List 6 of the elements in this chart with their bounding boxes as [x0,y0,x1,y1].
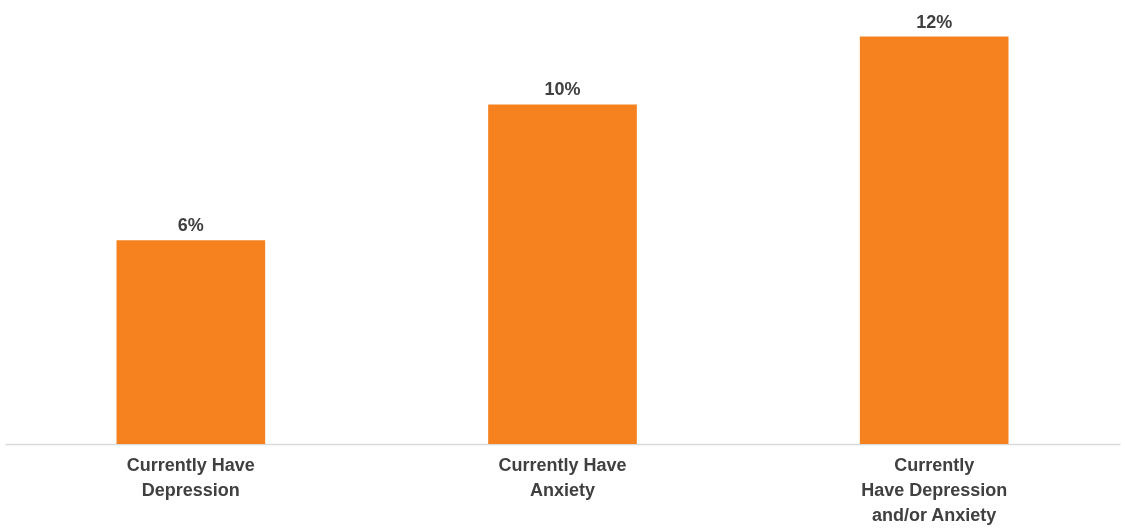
x-tick-label: Currently Have Anxiety [498,454,627,500]
x-tick-label: Currently Have Depression and/or Anxiety [861,454,1008,525]
x-tick-label: Currently Have Depression [126,454,255,500]
data-label: 6% [177,215,204,236]
data-label: 12% [916,11,953,32]
data-label: 10% [544,79,581,100]
